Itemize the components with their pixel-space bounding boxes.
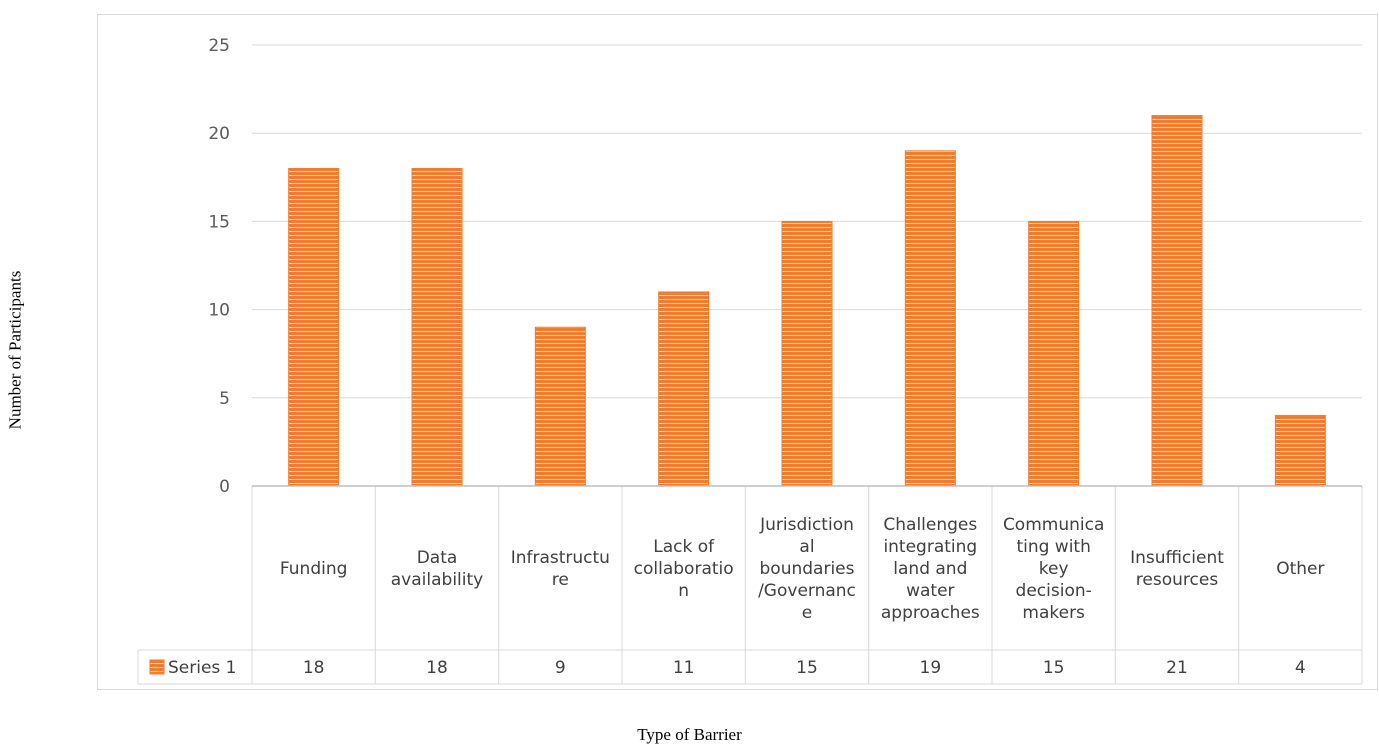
x-axis-label: Type of Barrier [637,725,742,744]
bar [1274,414,1326,487]
category-label: Data availability [391,548,483,590]
data-label: 19 [920,658,942,678]
data-label: 15 [796,658,818,678]
bar [411,167,463,487]
data-label: 18 [426,658,448,678]
bar [904,150,956,487]
category-label: Communica ting with key decision-makers [1003,515,1104,623]
category-label: Lack of collaboratio n [634,537,734,601]
y-tick-label: 5 [219,389,230,409]
data-label: 21 [1166,658,1188,678]
bar [534,326,586,487]
y-tick-label: 10 [208,301,230,321]
bar [1028,220,1080,487]
category-label: Infrastructu re [511,548,610,590]
data-label: 15 [1043,658,1065,678]
bar [1151,115,1203,487]
category-label: Insufficient resources [1130,548,1224,590]
y-tick-label: 25 [208,36,230,56]
legend-series-label: Series 1 [168,658,237,678]
y-tick-label: 15 [208,212,230,232]
bar [658,291,710,487]
y-tick-label: 0 [219,477,230,497]
bar [781,220,833,487]
category-label: Other [1276,559,1324,579]
y-axis-label: Number of Participants [5,270,25,430]
legend-key [149,659,165,675]
category-label: Funding [280,559,347,579]
category-label: Jurisdiction al boundaries/Governanc e [758,515,856,623]
y-tick-label: 20 [208,124,230,144]
data-label: 18 [303,658,325,678]
data-label: 4 [1295,658,1306,678]
data-label: 9 [555,658,566,678]
category-label: Challenges integrating land and water approa… [881,515,980,623]
data-label: 11 [673,658,695,678]
bar [288,167,340,487]
